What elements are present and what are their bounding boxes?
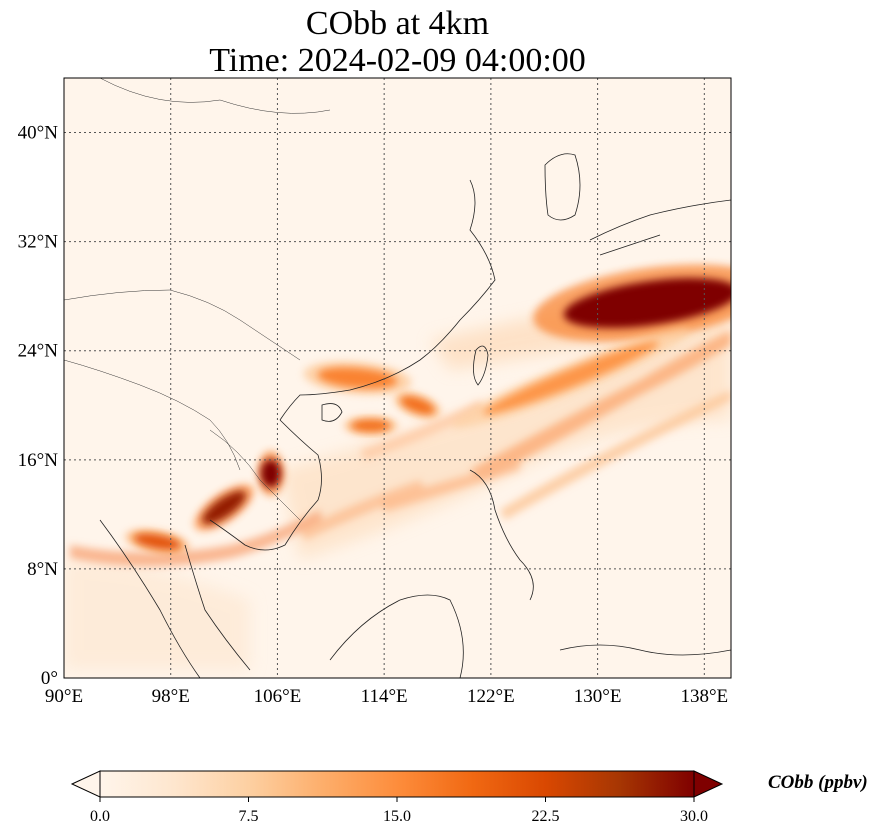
japan-coast: [589, 199, 731, 256]
taiwan-strait-band: [360, 400, 485, 460]
border-4: [209, 429, 301, 521]
plume-core: [317, 367, 398, 389]
malay-coast: [184, 544, 251, 671]
coastlines: [99, 153, 731, 678]
x-tick-label: 138°E: [680, 686, 728, 707]
scs-band-1: [380, 460, 520, 512]
border-1: [64, 289, 301, 361]
colorbar-tick-label: 15.0: [383, 808, 411, 825]
plume-bands: [70, 330, 731, 567]
colorbar-tick-label: 7.5: [239, 808, 259, 825]
plume-hainan-east-plume: [343, 416, 398, 436]
plume-east-china-sea-plume-band: [451, 328, 690, 428]
y-axis-ticks: 0° 8°N 16°N 24°N 32°N 40°N: [18, 123, 59, 689]
colorbar-ticks: 0.0 7.5 15.0 22.5 30.0: [90, 797, 708, 825]
hainan-coast: [321, 403, 343, 422]
border-2: [64, 359, 241, 471]
country-borders: [64, 78, 331, 521]
sumatra-coast: [99, 519, 201, 678]
colorbar-min-extend: [70, 770, 101, 798]
pacific-band-1: [470, 330, 731, 480]
y-tick-label: 0°: [41, 668, 58, 689]
haze-band-south: [64, 560, 250, 670]
y-tick-label: 8°N: [27, 559, 58, 580]
x-tick-label: 90°E: [45, 686, 83, 707]
map-frame: [63, 77, 732, 679]
colorbar-tick-label: 0.0: [90, 808, 110, 825]
plume-core: [400, 396, 435, 415]
borneo-coast: [329, 594, 464, 678]
korea-coast: [544, 153, 581, 221]
map-title: CObb at 4km: [305, 5, 490, 42]
x-axis-ticks: 90°E 98°E 106°E 114°E 122°E 130°E 138°E: [45, 686, 728, 707]
y-tick-label: 24°N: [18, 341, 59, 362]
pacific-band-2: [500, 390, 731, 520]
plume-core: [563, 278, 731, 328]
plume-core: [482, 341, 660, 415]
border-3: [99, 78, 331, 114]
plume-gulf-of-thailand-plume: [125, 529, 190, 555]
philippines-coast: [469, 469, 534, 601]
colorbar-tick-label: 30.0: [680, 808, 708, 825]
taiwan-coast: [473, 345, 489, 386]
colorbar: 0.0 7.5 15.0 22.5 30.0 CObb (ppbv): [70, 770, 868, 825]
plume-east-china-sea-plume-core: [533, 264, 731, 342]
y-tick-label: 32°N: [18, 232, 59, 253]
x-tick-label: 114°E: [361, 686, 408, 707]
x-tick-label: 106°E: [254, 686, 302, 707]
new-guinea-coast: [559, 644, 731, 656]
plume-indochina-plume-core: [257, 451, 285, 496]
x-tick-label: 122°E: [467, 686, 515, 707]
colorbar-label: CObb (ppbv): [768, 772, 868, 793]
map-area: [64, 78, 731, 678]
scs-band-2: [300, 480, 425, 540]
plume-cambodia-plume: [194, 484, 254, 531]
plume-core: [260, 459, 281, 488]
x-tick-label: 98°E: [152, 686, 190, 707]
gridlines: [64, 78, 731, 678]
colorbar-gradient: [99, 770, 695, 798]
plume-taiwan-strait-plume: [394, 391, 441, 419]
colorbar-tick-label: 22.5: [532, 808, 560, 825]
x-tick-label: 130°E: [574, 686, 622, 707]
map-time-subtitle: Time: 2024-02-09 04:00:00: [209, 42, 586, 79]
gulf-thailand-band: [70, 510, 322, 567]
plume-core: [350, 419, 391, 432]
y-tick-label: 16°N: [18, 450, 59, 471]
colorbar-max-extend: [693, 770, 724, 798]
china-coast: [279, 179, 496, 421]
indochina-coast: [209, 419, 322, 551]
plume-core: [133, 533, 182, 550]
y-tick-label: 40°N: [18, 123, 59, 144]
plume-layer: [125, 264, 731, 555]
plume-core: [202, 490, 246, 525]
